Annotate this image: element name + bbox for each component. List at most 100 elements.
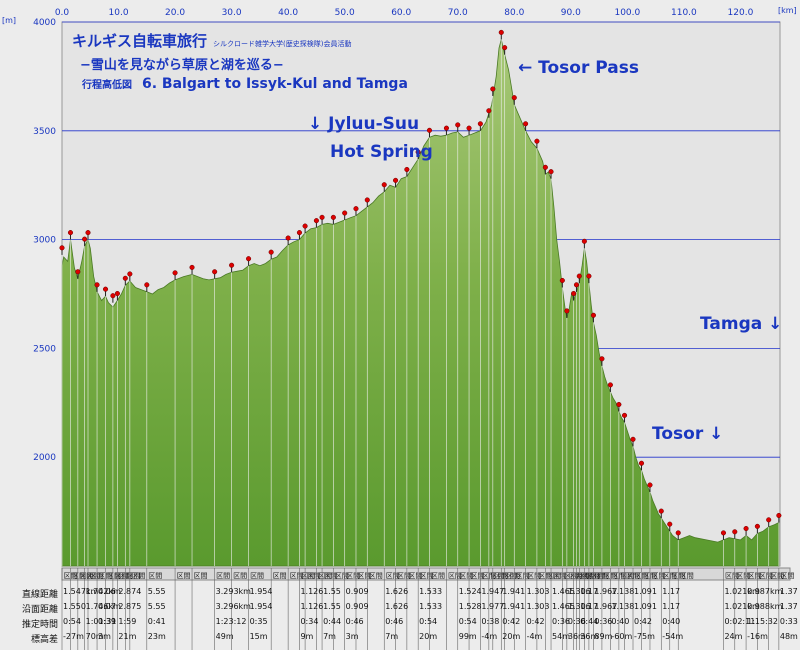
segment-cell: 20m: [502, 632, 520, 641]
segment-cell: 0:35: [250, 617, 268, 626]
waypoint-marker: [114, 290, 120, 297]
segment-cell: 1.967: [594, 602, 617, 611]
segment-cell: 1.17: [662, 602, 680, 611]
segment-cell: 0:44: [580, 617, 598, 626]
segment-cell: 24m: [724, 632, 742, 641]
segment-cell: 0:46: [385, 617, 403, 626]
segment-header-label: 区間: [759, 572, 773, 580]
waypoint-marker: [212, 269, 218, 275]
segment-cell: 1.941: [502, 587, 525, 596]
segment-header-label: 区間: [651, 572, 665, 580]
segment-header-label: 区間: [408, 572, 422, 580]
y-unit-label: [m]: [2, 16, 17, 25]
waypoint-marker: [110, 293, 116, 299]
segment-header-label: 区間: [564, 572, 578, 580]
annotation-tamga: Tamga ↓: [700, 314, 783, 334]
segment-cell: 3m: [98, 632, 111, 641]
waypoint-marker: [486, 108, 492, 114]
segment-header-label: 区間: [431, 572, 445, 580]
segment-cell: 0:38: [481, 617, 499, 626]
segment-cell: 1.17: [580, 587, 598, 596]
waypoint-marker: [404, 166, 410, 173]
segment-cell: 1.37: [780, 602, 798, 611]
segment-cell: 1:59: [118, 617, 136, 626]
waypoint-marker: [675, 530, 681, 536]
annotation-jyluu-suu: ↓ Jyluu-Suu: [308, 114, 420, 134]
segment-cell: 0:54: [63, 617, 81, 626]
vertical-stripes: [61, 39, 780, 566]
segment-cell: 0:34: [300, 617, 318, 626]
waypoint-marker: [302, 223, 308, 229]
segment-header-label: 区間: [590, 572, 604, 580]
waypoint-marker: [296, 230, 302, 236]
segment-header-label: 区間: [216, 572, 230, 580]
segment-header-label: 区間: [107, 572, 121, 580]
waypoint-marker: [393, 177, 399, 183]
segment-cell: 3.296km: [216, 602, 252, 611]
segment-cell: 1.941: [502, 602, 525, 611]
route-line: 行程高低図 6. Balgart to Issyk-Kul and Tamga: [82, 76, 408, 92]
segment-cell: 1:15:32: [747, 617, 778, 626]
segment-cell: 3.293km: [216, 587, 252, 596]
segment-cell: 0:41: [148, 617, 166, 626]
segment-cell: 0:40: [611, 617, 629, 626]
waypoint-marker: [571, 290, 577, 297]
segment-cell: 1:23:12: [216, 617, 247, 626]
segment-cell: 0.909: [346, 587, 369, 596]
segment-cell: 0:54: [459, 617, 477, 626]
segment-header-label: 区間: [301, 572, 315, 580]
segment-header-label: 区間: [780, 572, 794, 580]
waypoint-markers: [59, 29, 782, 540]
waypoint-marker: [581, 238, 587, 244]
segment-table: 直線距離 沿面距離 推定時間 標高差 区間 区間 区間 区間 区間 区間 区間 区間 区間 区間区…: [0, 566, 800, 650]
segment-header-label: 区間: [586, 572, 600, 580]
segment-header-label: 区間: [369, 572, 383, 580]
segment-cell: 2.874: [118, 587, 141, 596]
waypoint-marker: [658, 508, 664, 514]
segment-cell: 1.547km: [63, 587, 99, 596]
segment-header-label: 区間: [736, 572, 750, 580]
waypoint-marker: [621, 412, 628, 418]
segment-header-label: 区間: [290, 572, 304, 580]
segment-header-label: 区間: [233, 572, 247, 580]
segment-cell: 9m: [300, 632, 313, 641]
waypoint-marker: [667, 521, 673, 527]
segment-header-label: 区間: [547, 572, 561, 580]
segment-header-label: 区間: [90, 572, 104, 580]
waypoint-marker: [732, 529, 738, 535]
page-title: キルギス自転車旅行 シルクロード雑学大学(歴史探検隊)会員活動: [72, 30, 351, 51]
segment-cell: 1.126: [300, 587, 323, 596]
segment-cell: 1.17: [580, 602, 598, 611]
segment-header-label: 区間: [581, 572, 595, 580]
waypoint-marker: [172, 270, 178, 276]
segment-cell: 1.306: [568, 587, 591, 596]
row-label-straight-distance: 直線距離: [21, 590, 58, 600]
segment-header-label: 区間: [273, 572, 287, 580]
waypoint-marker: [85, 230, 91, 236]
segment-cell: -16m: [747, 632, 768, 641]
route-label: 行程高低図: [82, 80, 132, 91]
subtitle: −雪山を見ながら草原と湖を巡る−: [80, 58, 284, 73]
segment-cell: 1.17: [662, 587, 680, 596]
waypoint-marker: [559, 277, 565, 284]
x-tick-label: 40.0: [278, 8, 298, 18]
waypoint-marker: [94, 282, 100, 288]
segment-header-label: 区間: [250, 572, 264, 580]
segment-cell: 0:36: [552, 617, 570, 626]
segment-header-label: 区間: [79, 572, 93, 580]
waypoint-marker: [82, 236, 88, 242]
waypoint-marker: [59, 245, 65, 251]
waypoint-marker: [766, 517, 772, 523]
segment-header-label: 区間: [568, 572, 582, 580]
segment-header-label: 区間: [397, 572, 411, 580]
segment-cell: 2.875: [118, 602, 141, 611]
segment-header-label: 区間: [307, 572, 321, 580]
segment-header-label: 区間: [471, 572, 485, 580]
segment-cell: 1.37: [780, 587, 798, 596]
segment-cell: 1.138: [611, 602, 634, 611]
segment-cell: 1.465: [552, 602, 575, 611]
waypoint-marker: [754, 523, 760, 529]
segment-header-label: 区間: [131, 572, 145, 580]
waypoint-marker: [122, 275, 128, 281]
segment-cell: 0.987km: [747, 587, 783, 596]
